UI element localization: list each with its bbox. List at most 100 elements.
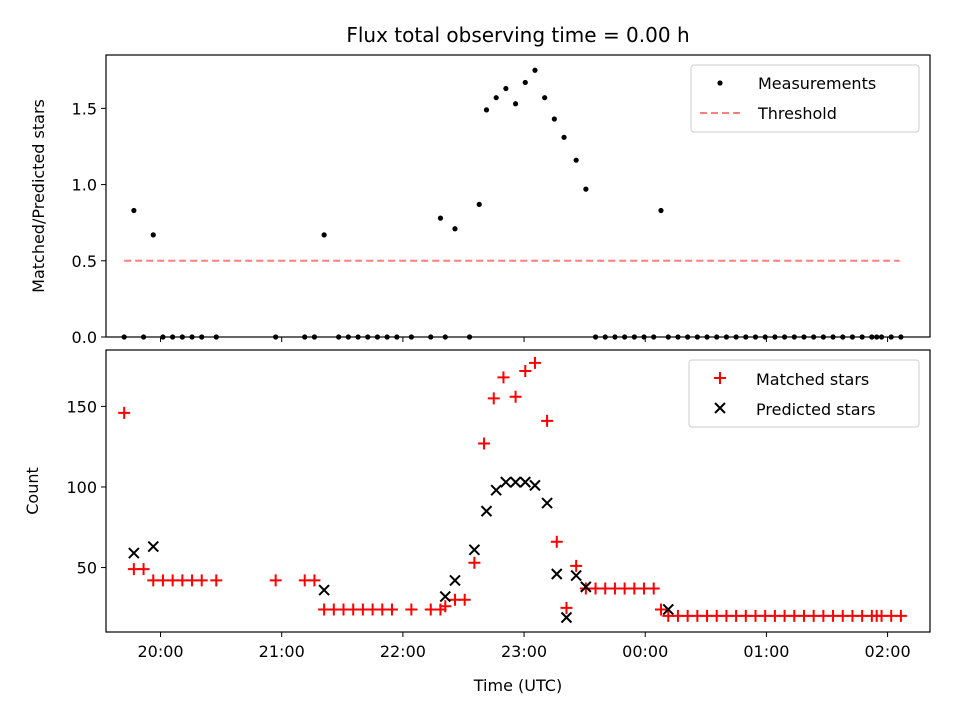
measurement-point [483,107,490,113]
measurement-point [811,334,817,340]
measurement-point [849,334,856,340]
measurement-point [179,334,185,340]
predicted-star-point [551,568,563,580]
predicted-star-point [580,581,592,593]
measurement-point [859,334,865,340]
matched-star-point [528,356,541,369]
measurement-point [658,207,664,214]
measurement-point [723,334,730,340]
measurement-point [781,334,788,340]
measurement-point [801,334,807,340]
x-tick-label: 22:00 [380,642,426,661]
measurement-point [170,334,176,340]
measurement-point [888,334,894,340]
measurement-point [592,334,599,340]
predicted-star-point [560,611,573,624]
measurement-point [273,334,279,340]
y-tick-label: 0.0 [72,328,97,347]
x-tick-label: 21:00 [259,642,305,661]
measurement-point [874,334,880,340]
measurement-point [311,334,318,340]
matched-star-point [458,593,471,606]
matched-star-point [647,582,660,595]
measurement-point [503,85,509,92]
x-tick-label: 02:00 [865,642,911,661]
measurement-point [374,334,381,340]
x-tick-label: 23:00 [501,642,547,661]
predicted-star-point [449,574,461,587]
legend-threshold-label: Threshold [757,104,837,123]
predicted-star-point [570,569,582,582]
matched-star-point [894,609,907,622]
measurement-point [493,95,499,101]
measurement-point [213,334,219,340]
measurement-point [840,334,846,340]
legend-matched-marker [714,372,726,384]
measurement-point [622,334,628,340]
x-tick-label: 20:00 [137,642,183,661]
measurement-point [121,334,127,340]
count-panel-frame [105,349,931,633]
legend-predicted-marker [714,402,726,414]
measurement-point [869,334,875,340]
measurement-point [452,226,458,232]
ratio-y-axis-label: Matched/Predicted stars [29,99,48,293]
measurement-point [762,334,768,340]
matched-star-point [137,563,150,576]
measurement-point [355,334,361,340]
matched-star-point [195,574,208,587]
matched-star-point [385,603,398,616]
ratio-panel-frame [105,54,931,338]
x-axis-label: Time (UTC) [473,676,562,695]
matched-star-point [118,406,131,419]
legend-measurements-marker [717,80,723,86]
matched-star-point [308,574,321,587]
measurement-point [442,334,448,340]
ratio-legend: Measurements Threshold [690,64,920,133]
matched-star-point [497,371,510,384]
measurement-point [189,334,195,340]
measurement-point [830,334,836,340]
matched-star-point [541,414,554,427]
measurement-point [675,334,681,340]
measurement-point [631,334,637,340]
matched-star-point [210,574,223,587]
legend-predicted-label: Predicted stars [756,400,876,419]
y-tick-label: 1.0 [72,176,97,195]
x-tick-label: 01:00 [743,642,789,661]
measurement-point [551,116,557,122]
measurement-point [131,207,137,214]
y-tick-label: 150 [66,397,97,416]
measurement-point [394,334,400,340]
matched-star-point [570,559,583,572]
count-y-axis-label: Count [23,467,42,515]
measurement-point [199,334,205,340]
matched-star-point [478,437,491,450]
measurement-point [466,334,473,340]
measurement-point [512,101,519,107]
measurement-point [743,334,749,340]
legend-measurements-label: Measurements [758,74,876,93]
measurement-point [321,232,327,238]
matched-star-point [487,392,500,405]
predicted-star-point [541,497,553,509]
predicted-star-point [480,505,493,517]
measurement-point [791,334,797,340]
legend-matched-label: Matched stars [756,370,869,389]
matched-star-point [550,535,563,548]
predicted-star-point [468,544,481,556]
count-legend: Matched stars Predicted stars [688,359,920,428]
predicted-star-point [490,484,502,496]
count-panel-ticks: 50 100 150 20:00 21:00 22:00 23:00 00:00 01:00 02… [66,397,910,661]
measurement-point [437,215,444,221]
measurement-point [365,334,371,340]
measurement-point [302,334,308,340]
ratio-panel-marks [121,67,904,340]
measurement-point [583,186,589,192]
matched-star-point [269,574,282,587]
predicted-star-point [128,547,140,559]
measurement-point [641,334,647,340]
measurement-point [898,334,904,340]
measurement-point [685,334,691,340]
measurement-point [602,334,608,340]
